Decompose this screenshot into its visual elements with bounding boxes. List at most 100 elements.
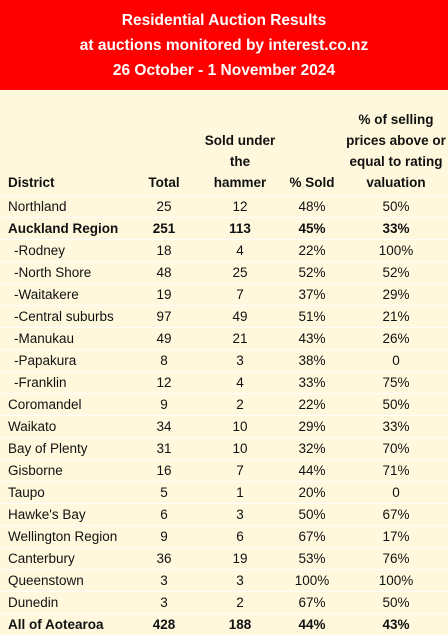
cell-valuation: 67%	[344, 502, 448, 525]
cell-valuation: 100%	[344, 238, 448, 261]
cell-sold: 3	[200, 502, 280, 525]
cell-total: 12	[128, 370, 200, 393]
cell-total: 9	[128, 524, 200, 547]
cell-total: 3	[128, 590, 200, 613]
table-row: -Central suburbs 97 49 51% 21%	[0, 304, 448, 327]
title-line-3: 26 October - 1 November 2024	[112, 61, 336, 79]
cell-pct-sold: 32%	[280, 436, 344, 459]
cell-sold: 6	[200, 524, 280, 547]
table-row: Northland 25 12 48% 50%	[0, 194, 448, 217]
cell-district: -Central suburbs	[0, 304, 128, 327]
cell-district: -Rodney	[0, 238, 128, 261]
cell-valuation: 50%	[344, 392, 448, 415]
cell-sold: 21	[200, 326, 280, 349]
title-banner: Residential Auction Results at auctions …	[0, 0, 448, 90]
cell-district: Hawke's Bay	[0, 502, 128, 525]
cell-sold: 113	[200, 216, 280, 239]
cell-sold: 7	[200, 282, 280, 305]
cell-sold: 12	[200, 194, 280, 217]
cell-total: 8	[128, 348, 200, 371]
cell-valuation: 50%	[344, 590, 448, 613]
cell-total: 19	[128, 282, 200, 305]
cell-pct-sold: 33%	[280, 370, 344, 393]
cell-district: Canterbury	[0, 546, 128, 569]
cell-valuation: 71%	[344, 458, 448, 481]
cell-sold: 3	[200, 568, 280, 591]
cell-district: Wellington Region	[0, 524, 128, 547]
cell-valuation: 43%	[344, 612, 448, 635]
cell-sold: 19	[200, 546, 280, 569]
cell-sold: 3	[200, 348, 280, 371]
table-row: Canterbury 36 19 53% 76%	[0, 546, 448, 569]
cell-total: 48	[128, 260, 200, 283]
cell-district: Northland	[0, 194, 128, 217]
cell-pct-sold: 100%	[280, 568, 344, 591]
cell-sold: 2	[200, 590, 280, 613]
cell-pct-sold: 51%	[280, 304, 344, 327]
cell-total: 3	[128, 568, 200, 591]
cell-total: 428	[128, 612, 200, 635]
cell-total: 97	[128, 304, 200, 327]
cell-district: Bay of Plenty	[0, 436, 128, 459]
column-header-sold: Sold under the hammer	[204, 132, 276, 190]
cell-valuation: 26%	[344, 326, 448, 349]
cell-sold: 4	[200, 238, 280, 261]
table-row: -Waitakere 19 7 37% 29%	[0, 282, 448, 305]
cell-valuation: 33%	[344, 414, 448, 437]
cell-valuation: 75%	[344, 370, 448, 393]
cell-pct-sold: 67%	[280, 590, 344, 613]
cell-pct-sold: 53%	[280, 546, 344, 569]
cell-district: -Waitakere	[0, 282, 128, 305]
table-row: Hawke's Bay 6 3 50% 67%	[0, 502, 448, 525]
cell-total: 31	[128, 436, 200, 459]
cell-total: 49	[128, 326, 200, 349]
table-row: -Rodney 18 4 22% 100%	[0, 238, 448, 261]
cell-sold: 1	[200, 480, 280, 503]
column-header-valuation: % of selling prices above or equal to ra…	[346, 111, 446, 190]
cell-pct-sold: 38%	[280, 348, 344, 371]
cell-district: Queenstown	[0, 568, 128, 591]
table-row: Queenstown 3 3 100% 100%	[0, 568, 448, 591]
cell-district: -Papakura	[0, 348, 128, 371]
cell-pct-sold: 50%	[280, 502, 344, 525]
cell-district: Auckland Region	[0, 216, 128, 239]
table-row: Wellington Region 9 6 67% 17%	[0, 524, 448, 547]
cell-valuation: 52%	[344, 260, 448, 283]
cell-valuation: 17%	[344, 524, 448, 547]
table-row: Auckland Region 251 113 45% 33%	[0, 216, 448, 239]
cell-valuation: 70%	[344, 436, 448, 459]
cell-sold: 10	[200, 436, 280, 459]
cell-total: 36	[128, 546, 200, 569]
table-row: Gisborne 16 7 44% 71%	[0, 458, 448, 481]
cell-sold: 188	[200, 612, 280, 635]
cell-pct-sold: 44%	[280, 458, 344, 481]
cell-pct-sold: 52%	[280, 260, 344, 283]
cell-pct-sold: 20%	[280, 480, 344, 503]
cell-valuation: 100%	[344, 568, 448, 591]
table-row: -Papakura 8 3 38% 0	[0, 348, 448, 371]
cell-district: Taupo	[0, 480, 128, 503]
table-row: Taupo 5 1 20% 0	[0, 480, 448, 503]
column-header-total: Total	[148, 174, 180, 190]
table-header-row: District Total Sold under the hammer % S…	[0, 90, 448, 195]
cell-valuation: 0	[344, 480, 448, 503]
cell-valuation: 50%	[344, 194, 448, 217]
cell-total: 25	[128, 194, 200, 217]
column-header-pct-sold: % Sold	[289, 174, 335, 190]
cell-district: Waikato	[0, 414, 128, 437]
cell-valuation: 21%	[344, 304, 448, 327]
cell-total: 9	[128, 392, 200, 415]
cell-district: Coromandel	[0, 392, 128, 415]
results-table: District Total Sold under the hammer % S…	[0, 90, 448, 635]
cell-valuation: 0	[344, 348, 448, 371]
table-row: Bay of Plenty 31 10 32% 70%	[0, 436, 448, 459]
cell-pct-sold: 44%	[280, 612, 344, 635]
table-row: -Manukau 49 21 43% 26%	[0, 326, 448, 349]
cell-total: 34	[128, 414, 200, 437]
cell-pct-sold: 22%	[280, 392, 344, 415]
cell-pct-sold: 48%	[280, 194, 344, 217]
cell-pct-sold: 45%	[280, 216, 344, 239]
cell-valuation: 29%	[344, 282, 448, 305]
cell-total: 251	[128, 216, 200, 239]
